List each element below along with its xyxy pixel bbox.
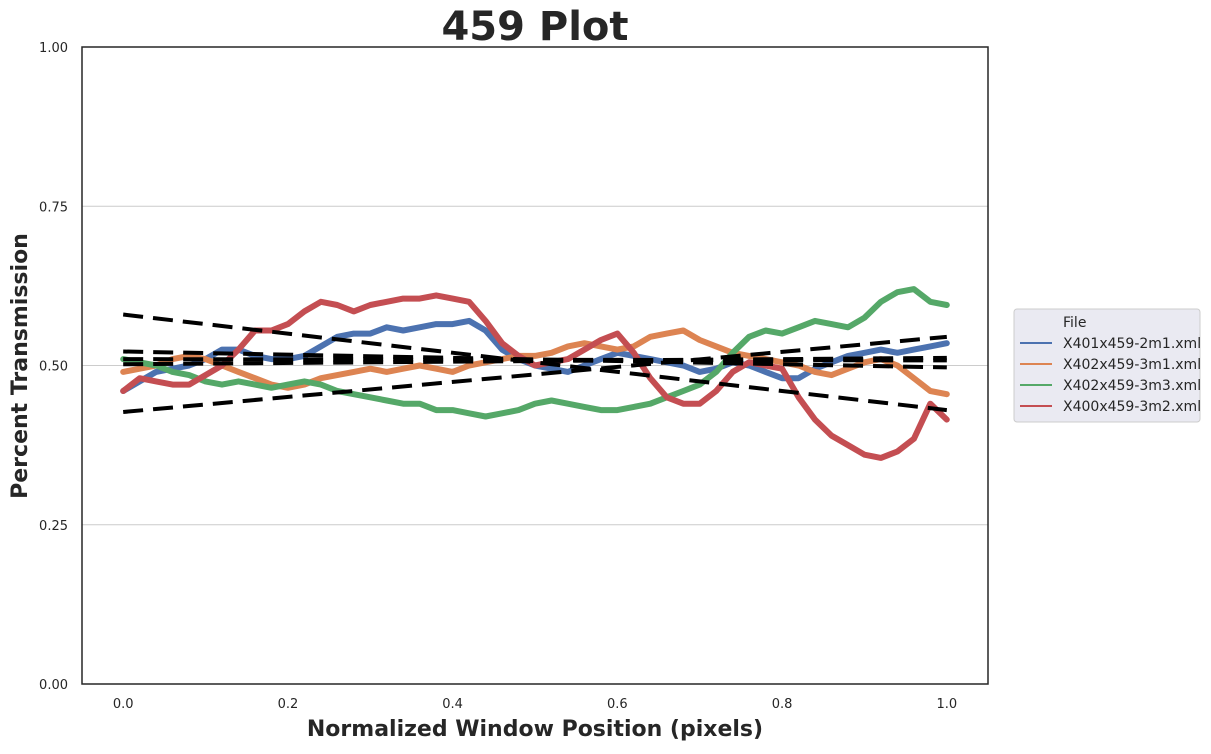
- y-axis-label: Percent Transmission: [8, 233, 33, 499]
- legend-label-3: X402x459-3m3.xml: [1063, 378, 1201, 394]
- x-axis-label: Normalized Window Position (pixels): [307, 717, 763, 742]
- trend-line-5: [123, 355, 947, 367]
- legend-label-4: X400x459-3m2.xml: [1063, 399, 1201, 415]
- series-line-2: [120, 327, 950, 398]
- y-tick-label: 0.75: [39, 200, 68, 215]
- y-tick-label: 0.50: [39, 360, 68, 375]
- legend-label-2: X402x459-3m1.xml: [1063, 357, 1201, 373]
- series-line-3: [120, 286, 950, 420]
- x-tick-label: 0.2: [278, 697, 299, 712]
- legend: File X401x459-2m1.xmlX402x459-3m1.xmlX40…: [1013, 308, 1201, 423]
- y-axis-ticks: 0.00 0.25 0.50 0.75 1.00: [39, 41, 68, 693]
- legend-items: X401x459-2m1.xml X402x459-3m1.xml X402x459…: [1020, 336, 1201, 415]
- plot-frame: [81, 46, 989, 685]
- x-tick-label: 1.0: [936, 697, 957, 712]
- x-tick-label: 0.8: [772, 697, 793, 712]
- x-tick-label: 0.4: [442, 697, 463, 712]
- series-lines: [120, 286, 950, 461]
- trend-line-1: [122, 312, 948, 413]
- x-tick-label: 0.6: [607, 697, 628, 712]
- x-tick-label: 0.0: [113, 697, 134, 712]
- trend-line-4: [123, 357, 947, 363]
- legend-label-1: X401x459-2m1.xml: [1063, 336, 1201, 352]
- trend-line-3: [123, 349, 947, 370]
- trend-line-2: [123, 334, 947, 414]
- y-tick-label: 1.00: [39, 41, 68, 56]
- legend-box: [1013, 308, 1201, 423]
- y-tick-label: 0.00: [39, 678, 68, 693]
- trend-lines: [122, 312, 948, 414]
- chart-title: 459 Plot: [441, 4, 628, 50]
- y-tick-label: 0.25: [39, 519, 68, 534]
- x-axis-ticks: 0.0 0.2 0.4 0.6 0.8 1.0: [113, 697, 957, 712]
- legend-title: File: [1063, 315, 1086, 331]
